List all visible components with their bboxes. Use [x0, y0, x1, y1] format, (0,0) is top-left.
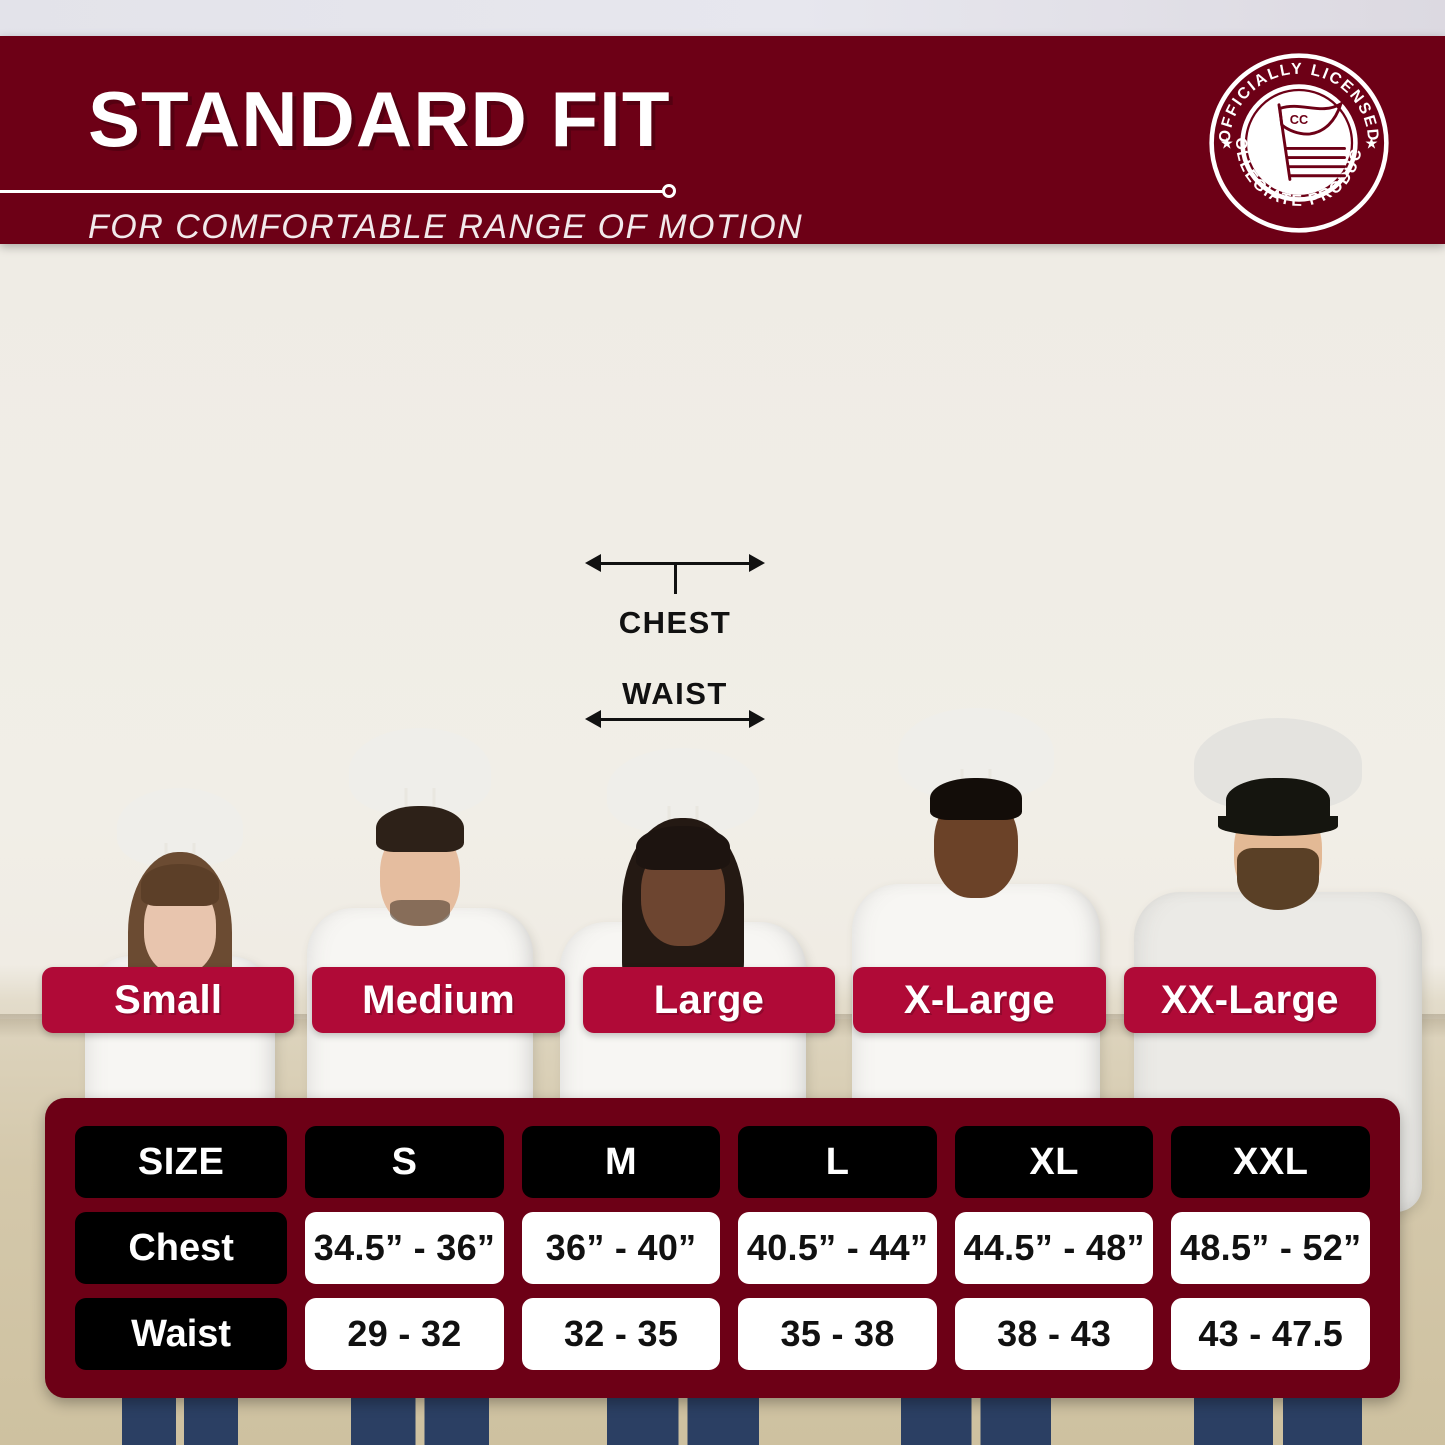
chest-arrow-right-icon [749, 554, 765, 572]
divider-dot-icon [662, 184, 676, 198]
table-header-l: L [738, 1126, 937, 1198]
table-header-s: S [305, 1126, 504, 1198]
chest-arrow-left-icon [585, 554, 601, 572]
flag-monogram: CC [1290, 112, 1308, 127]
header-divider [0, 184, 690, 198]
table-cell-waist-xl: 38 - 43 [954, 1298, 1154, 1370]
seal-star-left-icon: ★ [1220, 135, 1234, 152]
page-subtitle: FOR COMFORTABLE RANGE OF MOTION [88, 208, 804, 246]
waist-arrow-right-icon [749, 710, 765, 728]
table-cell-waist-s: 29 - 32 [305, 1298, 504, 1370]
table-row-label-waist: Waist [75, 1298, 288, 1370]
size-badge-row: Small Medium Large X-Large XX-Large [42, 967, 1377, 1033]
table-header-xl: XL [954, 1126, 1154, 1198]
chest-measure-annotation: CHEST [585, 554, 765, 682]
table-cell-waist-xxl: 43 - 47.5 [1171, 1298, 1370, 1370]
table-header-m: M [521, 1126, 721, 1198]
table-header-size: SIZE [75, 1126, 288, 1198]
table-header-xxl: XXL [1171, 1126, 1370, 1198]
size-badge-medium[interactable]: Medium [312, 967, 565, 1033]
chest-tick-line [674, 562, 677, 594]
seal-icon: OFFICIALLY LICENSED COLLEGIATE PRODUCTS … [1208, 52, 1389, 233]
waist-arrow-line [585, 710, 765, 728]
measurements-table-panel: SIZE S M L XL XXL Chest 34.5” - 36” 36” … [45, 1098, 1400, 1398]
table-cell-chest-xxl: 48.5” - 52” [1171, 1212, 1370, 1284]
officially-licensed-seal: OFFICIALLY LICENSED COLLEGIATE PRODUCTS … [1208, 52, 1390, 234]
divider-line [0, 190, 668, 193]
table-cell-chest-l: 40.5” - 44” [738, 1212, 937, 1284]
waist-measure-annotation: WAIST [585, 676, 765, 734]
size-badge-small[interactable]: Small [42, 967, 295, 1033]
size-badge-large[interactable]: Large [582, 967, 836, 1033]
waist-arrow-left-icon [585, 710, 601, 728]
page-title: STANDARD FIT [88, 75, 671, 163]
table-row-label-chest: Chest [75, 1212, 288, 1284]
table-cell-chest-xl: 44.5” - 48” [954, 1212, 1154, 1284]
seal-star-right-icon: ★ [1365, 135, 1379, 152]
top-background-strip [0, 0, 1445, 36]
size-badge-x-large[interactable]: X-Large [853, 967, 1106, 1033]
table-cell-waist-m: 32 - 35 [521, 1298, 721, 1370]
waist-label: WAIST [622, 676, 728, 711]
table-cell-waist-l: 35 - 38 [738, 1298, 937, 1370]
table-cell-chest-m: 36” - 40” [521, 1212, 721, 1284]
table-cell-chest-s: 34.5” - 36” [305, 1212, 504, 1284]
chest-label: CHEST [618, 605, 732, 640]
measurements-table: SIZE S M L XL XXL Chest 34.5” - 36” 36” … [75, 1126, 1370, 1370]
size-badge-xx-large[interactable]: XX-Large [1123, 967, 1377, 1033]
